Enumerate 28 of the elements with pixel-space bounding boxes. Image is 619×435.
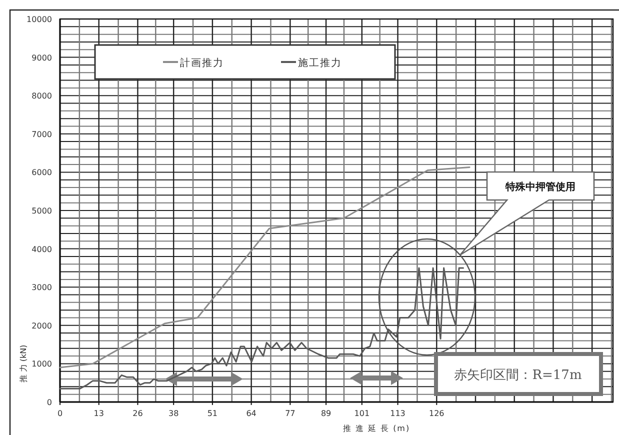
y-tick-label: 2000 (32, 321, 52, 330)
y-tick-label: 5000 (32, 206, 52, 216)
y-tick-label: 7000 (32, 130, 52, 139)
annotation: 赤矢印区間：R=17m (454, 368, 582, 383)
y-tick-label: 0 (46, 398, 52, 407)
x-tick-label: 0 (57, 409, 63, 418)
y-tick-label: 8000 (32, 92, 52, 101)
x-tick-label: 64 (246, 409, 256, 418)
y-tick-label: 4000 (32, 244, 52, 254)
x-tick-label: 51 (207, 409, 218, 418)
y-tick-label: 3000 (32, 283, 52, 292)
x-tick-label: 26 (132, 409, 143, 418)
x-tick-label: 13 (94, 409, 104, 418)
y-tick-label: 10000 (26, 15, 52, 24)
legend-label: 計画推力 (180, 57, 224, 69)
x-tick-label: 126 (428, 409, 444, 418)
y-tick-label: 9000 (32, 53, 52, 62)
y-axis-title: 推 力 (kN) (19, 344, 28, 383)
x-tick-label: 38 (168, 409, 179, 418)
x-tick-label: 89 (320, 409, 332, 418)
y-tick-label: 1000 (32, 360, 52, 369)
x-axis-title: 推 進 延 長 (m) (342, 424, 410, 433)
y-tick-label: 6000 (32, 168, 52, 178)
x-tick-label: 113 (390, 409, 406, 418)
x-tick-label: 101 (354, 409, 370, 418)
x-tick-label: 77 (285, 409, 296, 418)
legend-label: 施工推力 (298, 57, 342, 69)
annotation: 特殊中押管使用 (504, 181, 576, 193)
